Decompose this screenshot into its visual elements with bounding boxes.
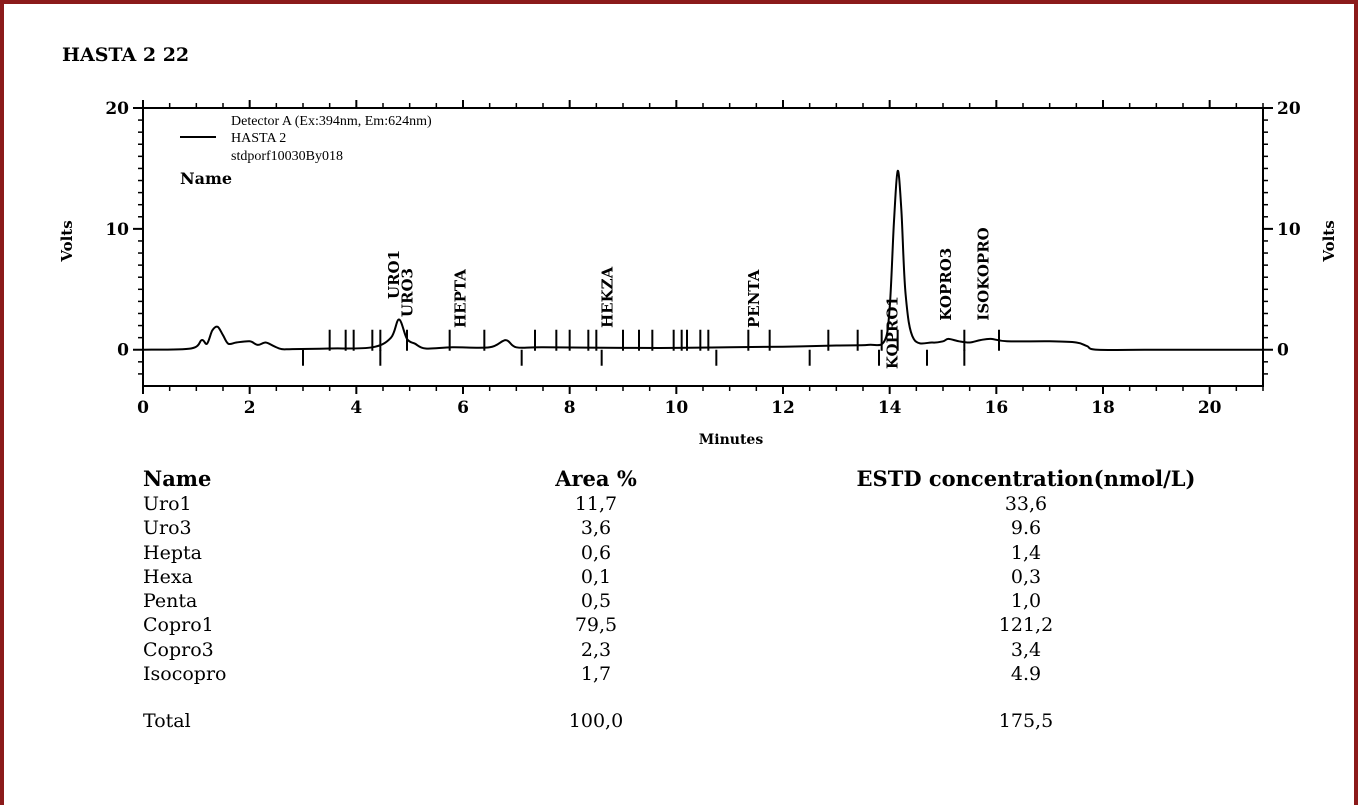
- y-tick-label-right: 10: [1277, 220, 1301, 240]
- y-tick-label: 10: [105, 220, 129, 240]
- legend-line-3: stdporf10030By018: [231, 149, 343, 164]
- results-total-row: Total 100,0 175,5: [143, 709, 1243, 733]
- cell-area: 0,6: [580, 541, 612, 564]
- peak-label: URO3: [398, 268, 416, 317]
- cell-concentration: 1,0: [1010, 590, 1042, 613]
- y-axis-label-left: Volts: [58, 220, 76, 262]
- peak-label: ISOKOPRO: [974, 227, 992, 320]
- y-tick-label: 20: [105, 99, 129, 119]
- total-area: 100,0: [568, 710, 624, 733]
- x-axis-label: Minutes: [699, 432, 764, 448]
- legend-line-2: HASTA 2: [231, 131, 286, 146]
- x-tick-label: 4: [350, 398, 362, 418]
- table-row: Hexa 0,1 0,3: [143, 565, 1243, 589]
- cell-name: Isocopro: [143, 663, 227, 686]
- peak-label: KOPRO1: [884, 296, 902, 369]
- x-tick-label: 10: [664, 398, 688, 418]
- cell-name: Hexa: [143, 565, 193, 588]
- legend-line-1: Detector A (Ex:394nm, Em:624nm): [231, 114, 432, 129]
- cell-concentration: 3,4: [1010, 638, 1042, 661]
- cell-concentration: 33,6: [1004, 493, 1048, 515]
- x-tick-label: 14: [878, 398, 902, 418]
- x-tick-label: 12: [771, 398, 795, 418]
- table-row: Penta 0,5 1,0: [143, 589, 1243, 613]
- x-tick-label: 16: [984, 398, 1008, 418]
- cell-concentration: 121,2: [998, 614, 1054, 637]
- cell-concentration: 4.9: [1010, 663, 1042, 686]
- table-row: Isocopro 1,7 4.9: [143, 662, 1243, 686]
- page-title: HASTA 2 22: [62, 44, 190, 66]
- header-concentration: ESTD concentration(nmol/L): [856, 466, 1196, 491]
- cell-area: 0,1: [580, 565, 612, 588]
- table-row: Copro1 79,5 121,2: [143, 613, 1243, 637]
- x-tick-label: 6: [457, 398, 469, 418]
- cell-name: Copro3: [143, 638, 214, 661]
- peak-label: HEPTA: [452, 269, 470, 328]
- results-table: Name Area % ESTD concentration(nmol/L) U…: [143, 466, 1243, 734]
- peak-label: PENTA: [745, 269, 763, 328]
- table-row: Uro3 3,6 9.6: [143, 516, 1243, 540]
- total-concentration: 175,5: [998, 710, 1054, 733]
- cell-area: 79,5: [574, 614, 618, 637]
- cell-area: 1,7: [580, 663, 612, 686]
- legend-title: Name: [180, 169, 232, 188]
- peak-label: URO1: [385, 250, 403, 299]
- x-tick-label: 8: [564, 398, 576, 418]
- cell-name: Uro1: [143, 493, 192, 515]
- y-tick-label-right: 0: [1277, 341, 1289, 361]
- cell-name: Penta: [143, 590, 198, 613]
- cell-area: 0,5: [580, 590, 612, 613]
- y-tick-label-right: 20: [1277, 99, 1301, 119]
- series-line-hasta-2: [142, 169, 1263, 351]
- cell-name: Hepta: [143, 541, 202, 564]
- x-tick-label: 0: [137, 398, 149, 418]
- header-area: Area %: [555, 466, 637, 491]
- results-header-row: Name Area % ESTD concentration(nmol/L): [143, 466, 1243, 492]
- table-row: Uro1 11,7 33,6: [143, 492, 1243, 516]
- legend: Detector A (Ex:394nm, Em:624nm) HASTA 2 …: [180, 114, 432, 188]
- total-label: Total: [143, 710, 191, 733]
- x-tick-label: 20: [1198, 398, 1222, 418]
- peak-label: KOPRO3: [937, 248, 955, 321]
- cell-name: Copro1: [143, 614, 214, 637]
- table-row: Hepta 0,6 1,4: [143, 541, 1243, 565]
- cell-area: 2,3: [580, 638, 612, 661]
- cell-concentration: 0,3: [1010, 565, 1042, 588]
- cell-concentration: 1,4: [1010, 541, 1042, 564]
- x-tick-label: 2: [244, 398, 256, 418]
- peak-label: HEKZA: [598, 266, 616, 328]
- cell-area: 3,6: [580, 517, 612, 540]
- y-tick-label: 0: [117, 341, 129, 361]
- header-name: Name: [143, 466, 212, 491]
- table-row: Copro3 2,3 3,4: [143, 638, 1243, 662]
- cell-name: Uro3: [143, 517, 192, 540]
- x-tick-label: 18: [1091, 398, 1115, 418]
- cell-concentration: 9.6: [1010, 517, 1042, 540]
- y-axis-label-right: Volts: [1320, 220, 1338, 262]
- cell-area: 11,7: [574, 493, 618, 515]
